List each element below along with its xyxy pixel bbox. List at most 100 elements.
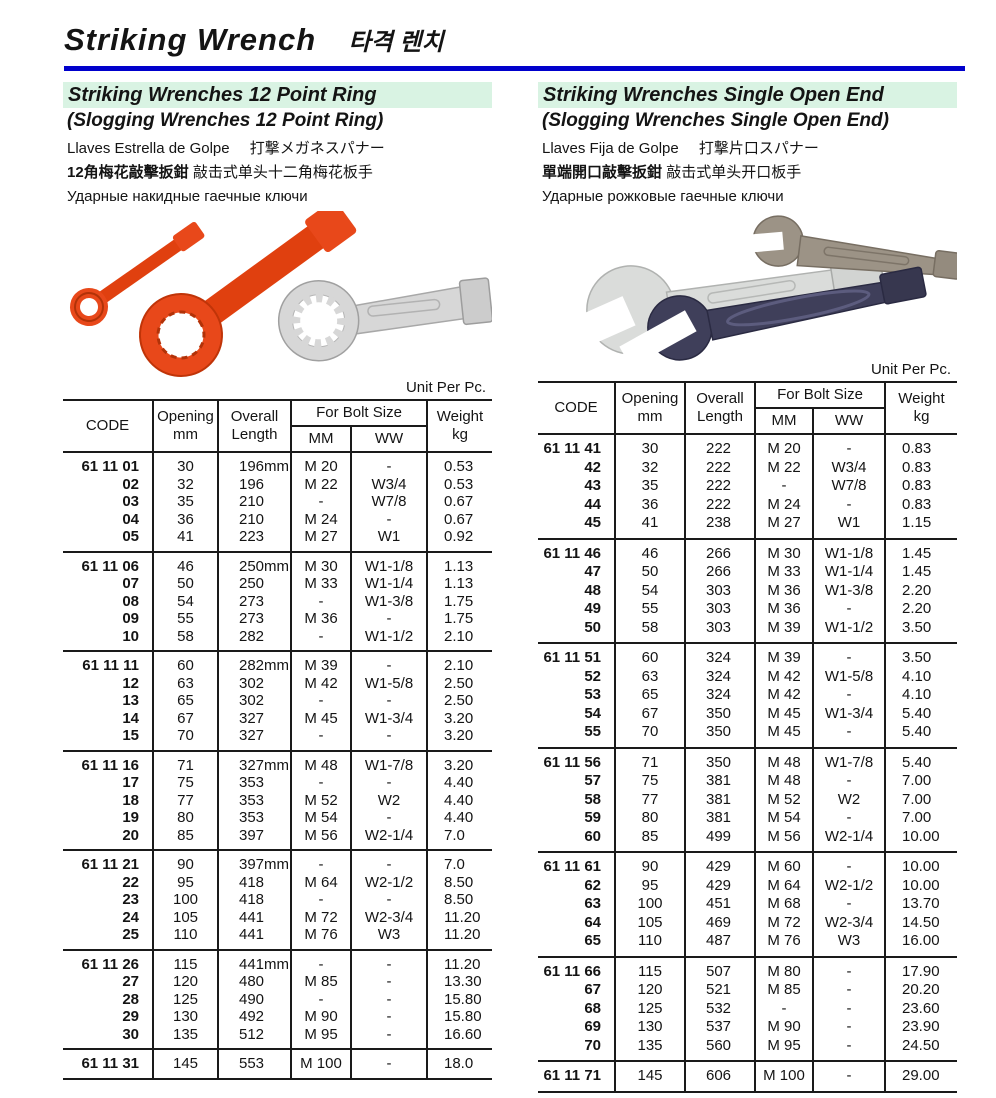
code-group: 61 11 26 115 441mm - -11.20 27 120 480 M 85-13.3… xyxy=(63,949,492,1049)
table-row: 23 100 418- -8.50 xyxy=(63,891,492,909)
weight-cell: 4.10 xyxy=(884,667,957,686)
weight-cell: 4.40 xyxy=(426,774,492,792)
bolt-mm-cell: - xyxy=(290,891,351,909)
bolt-ww-cell: W1-3/4 xyxy=(350,709,427,727)
bolt-mm-cell: M 20 xyxy=(290,452,351,476)
overall-length-cell: 397 xyxy=(217,826,291,850)
name-russian: Ударные накидные гаечные ключи xyxy=(67,188,308,205)
opening-mm-cell: 30 xyxy=(152,452,218,476)
opening-mm-cell: 80 xyxy=(152,809,218,827)
code-cell: 23 xyxy=(122,891,139,908)
weight-cell: 0.53 xyxy=(426,452,492,476)
section-subheading: (Slogging Wrenches Single Open End) xyxy=(542,110,889,131)
code-cell: 61 11 66 xyxy=(543,962,601,980)
bolt-mm-cell: M 30 xyxy=(754,538,813,563)
unit-per-pc-label: Unit Per Pc. xyxy=(405,379,486,396)
code-cell: 62 xyxy=(584,876,601,894)
opening-mm-cell: 90 xyxy=(152,850,218,874)
bolt-ww-cell: W2-3/4 xyxy=(812,913,885,932)
opening-mm-cell: 63 xyxy=(152,674,218,692)
bolt-ww-cell: - xyxy=(812,956,885,981)
code-cell: 69 xyxy=(584,1018,601,1035)
opening-mm-cell: 55 xyxy=(614,600,685,619)
col-header-ww: WW xyxy=(812,408,885,434)
bolt-mm-cell: - xyxy=(754,999,813,1018)
weight-cell: 0.92 xyxy=(426,528,492,552)
col-header-opening-mm: Opening mm xyxy=(152,400,218,452)
table-row: 45 41 238 M 27 W1 1.15 xyxy=(538,514,957,539)
bolt-mm-cell: M 22 xyxy=(290,475,351,493)
overall-length-cell: 266 xyxy=(684,563,755,582)
opening-mm-cell: 77 xyxy=(614,790,685,809)
code-cell: 61 11 71 xyxy=(543,1067,601,1084)
bolt-ww-cell: - xyxy=(812,981,885,1000)
section-12-point-ring: Striking Wrenches 12 Point Ring (Sloggin… xyxy=(63,82,494,1080)
opening-mm-cell: 145 xyxy=(152,1049,218,1079)
overall-length-cell: 282mm xyxy=(217,651,291,675)
overall-length-cell: 210 xyxy=(217,510,291,528)
weight-cell: 17.90 xyxy=(884,956,957,981)
table-row: 52 63 324 M 42 W1-5/8 4.10 xyxy=(538,667,957,686)
name-spanish: Llaves Estrella de Golpe xyxy=(67,140,230,157)
bolt-mm-cell: M 85 xyxy=(754,981,813,1000)
weight-cell: 3.20 xyxy=(426,709,492,727)
unit-per-pc-label: Unit Per Pc. xyxy=(870,361,951,378)
weight-cell: 3.50 xyxy=(884,618,957,643)
code-group: 61 11 61 90 429 M 60-10.00 62 95 429 M 64 W2-1/2… xyxy=(538,852,957,957)
col-header-overall-length: Overall Length xyxy=(217,400,291,452)
code-cell: 25 xyxy=(122,926,139,943)
overall-length-cell: 303 xyxy=(684,600,755,619)
bolt-ww-cell: - xyxy=(812,895,885,914)
bolt-ww-cell: W1-7/8 xyxy=(812,747,885,772)
table-row: 58 77 381 M 52 W2 7.00 xyxy=(538,790,957,809)
opening-mm-cell: 35 xyxy=(152,493,218,511)
weight-cell: 15.80 xyxy=(426,990,492,1008)
code-cell: 70 xyxy=(584,1036,601,1054)
table-row: 03 35 210- W7/8 0.67 xyxy=(63,493,492,511)
code-cell: 02 xyxy=(122,475,139,493)
code-cell: 53 xyxy=(584,686,601,703)
weight-cell: 1.13 xyxy=(426,575,492,593)
page-title: Striking Wrench 타격 렌치 xyxy=(64,22,444,58)
title-underline-rule xyxy=(64,66,965,71)
opening-mm-cell: 110 xyxy=(614,932,685,957)
bolt-mm-cell: M 48 xyxy=(754,747,813,772)
overall-length-cell: 487 xyxy=(684,932,755,957)
table-row: 61 11 11 60 282mm M 39-2.10 xyxy=(63,651,492,675)
weight-cell: 8.50 xyxy=(426,891,492,909)
opening-mm-cell: 125 xyxy=(152,990,218,1008)
table-row: 49 55 303 M 36-2.20 xyxy=(538,600,957,619)
opening-mm-cell: 67 xyxy=(614,704,685,723)
bolt-ww-cell: - xyxy=(350,510,427,528)
overall-length-cell: 441 xyxy=(217,908,291,926)
code-cell: 28 xyxy=(122,990,139,1008)
name-line-zh: 單端開口敲擊扳鉗 敲击式单头开口板手 xyxy=(542,163,957,182)
overall-length-cell: 507 xyxy=(684,956,755,981)
table-row: 61 11 41 30 222 M 20-0.83 xyxy=(538,434,957,459)
table-row: 27 120 480 M 85-13.30 xyxy=(63,973,492,991)
bolt-ww-cell: - xyxy=(350,452,427,476)
weight-cell: 8.50 xyxy=(426,873,492,891)
bolt-ww-cell: W2-1/4 xyxy=(812,827,885,852)
bolt-ww-cell: - xyxy=(350,1049,427,1079)
bolt-mm-cell: M 36 xyxy=(290,610,351,628)
bolt-ww-cell: W2-1/4 xyxy=(350,826,427,850)
code-cell: 19 xyxy=(122,809,139,826)
code-group: 61 11 46 46 266 M 30 W1-1/8 1.45 47 50 266 M 33 W1… xyxy=(538,538,957,643)
code-cell: 10 xyxy=(122,627,139,645)
opening-mm-cell: 120 xyxy=(614,981,685,1000)
col-header-code: CODE xyxy=(554,399,598,416)
table-row: 04 36 210 M 24-0.67 xyxy=(63,510,492,528)
code-cell: 05 xyxy=(122,528,139,545)
overall-length-cell: 490 xyxy=(217,990,291,1008)
overall-length-cell: 350 xyxy=(684,747,755,772)
overall-length-cell: 606 xyxy=(684,1061,755,1092)
table-row: 61 11 66 115 507 M 80-17.90 xyxy=(538,956,957,981)
bolt-mm-cell: M 76 xyxy=(290,926,351,950)
overall-length-cell: 302 xyxy=(217,674,291,692)
table-row: 08 54 273- W1-3/8 1.75 xyxy=(63,592,492,610)
bolt-mm-cell: - xyxy=(290,592,351,610)
overall-length-cell: 397mm xyxy=(217,850,291,874)
overall-length-cell: 324 xyxy=(684,667,755,686)
weight-cell: 2.10 xyxy=(426,651,492,675)
